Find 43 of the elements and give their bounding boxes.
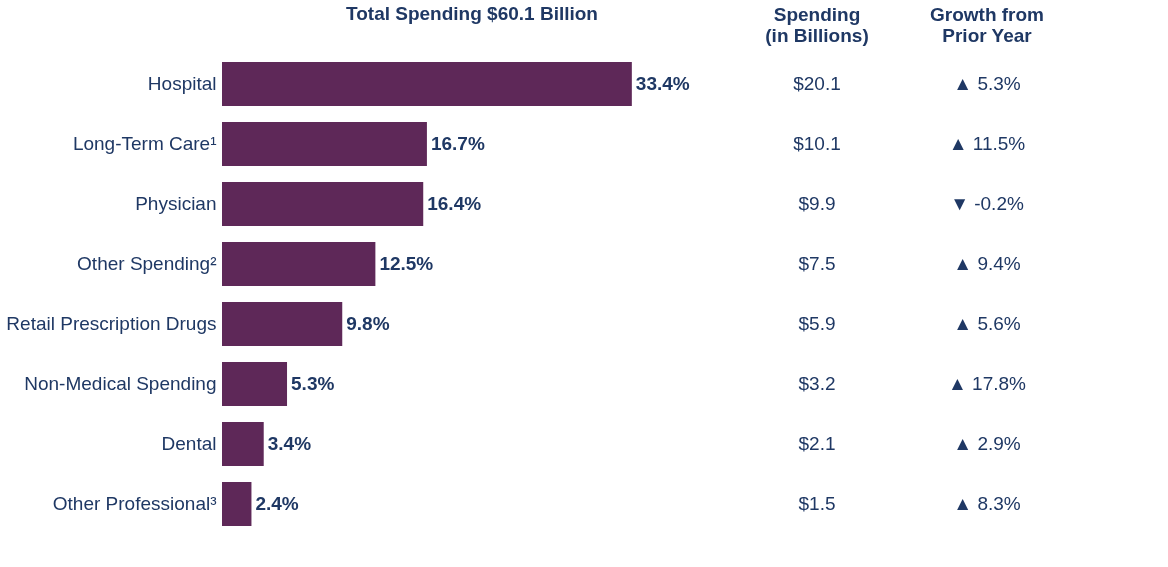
data-label: 9.8%: [346, 313, 390, 334]
text: Spending (in Billions): [765, 4, 869, 46]
data-label: 33.4%: [635, 73, 690, 94]
data-label: 16.4%: [427, 193, 482, 214]
text: ▲ 11.5%: [948, 133, 1026, 154]
text: ▼ -0.2%: [950, 193, 1024, 214]
y-tick-label: Retail Prescription Drugs: [6, 313, 217, 334]
text: $10.1: [793, 133, 841, 154]
bar: [222, 122, 427, 166]
text: $9.9: [798, 193, 836, 214]
text: Growth from Prior Year: [930, 4, 1044, 46]
y-tick-label: Dental: [161, 433, 217, 454]
text: $5.9: [798, 313, 836, 334]
text: $2.1: [798, 433, 836, 454]
text: ▲ 9.4%: [953, 253, 1021, 274]
data-label: 16.7%: [430, 133, 485, 154]
bar: [222, 182, 424, 226]
text: ▲ 8.3%: [953, 493, 1021, 514]
bar: [222, 242, 376, 286]
chart-title: Total Spending $60.1 Billion: [346, 3, 598, 24]
y-tick-label: Hospital: [147, 73, 217, 94]
data-label: 5.3%: [291, 373, 335, 394]
text: $3.2: [798, 373, 836, 394]
bar: [222, 482, 252, 526]
text: $1.5: [798, 493, 836, 514]
text: ▲ 2.9%: [953, 433, 1021, 454]
data-label: 3.4%: [267, 433, 312, 454]
y-tick-label: Non-Medical Spending: [24, 373, 217, 394]
text: ▲ 17.8%: [948, 373, 1027, 394]
bar: [222, 422, 264, 466]
text: ▲ 5.3%: [953, 73, 1021, 94]
y-tick-label: Other Spending²: [77, 253, 217, 274]
text: $20.1: [793, 73, 841, 94]
text: ▲ 5.6%: [953, 313, 1021, 334]
y-tick-label: Other Professional³: [52, 493, 217, 514]
bar: [222, 62, 632, 106]
y-tick-label: Physician: [135, 193, 217, 214]
text: $7.5: [798, 253, 836, 274]
data-label: 2.4%: [255, 493, 299, 514]
data-label: 12.5%: [379, 253, 434, 274]
bar: [222, 362, 288, 406]
bar: [222, 302, 343, 346]
y-tick-label: Long-Term Care¹: [72, 133, 217, 154]
